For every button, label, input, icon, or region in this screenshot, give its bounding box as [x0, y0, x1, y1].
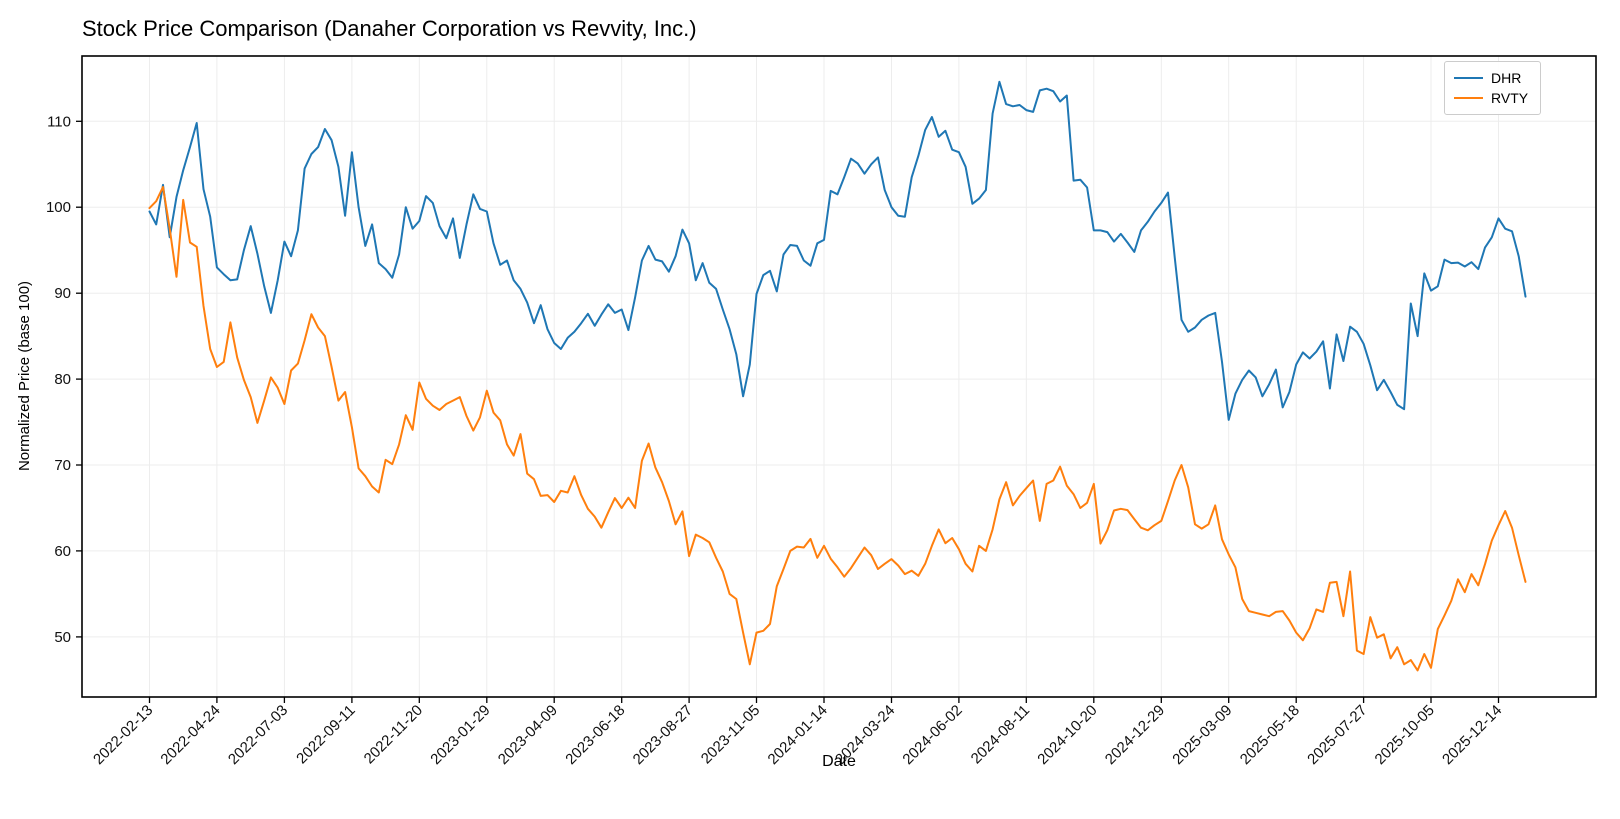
legend-label-dhr: DHR — [1491, 70, 1522, 86]
y-tick-label: 50 — [54, 629, 71, 646]
chart-title: Stock Price Comparison (Danaher Corporat… — [82, 16, 697, 41]
dhr-series-line — [148, 80, 1527, 421]
y-axis-label: Normalized Price (base 100) — [16, 280, 33, 472]
rvty-series-line — [148, 186, 1527, 672]
legend: DHR RVTY — [1444, 61, 1541, 115]
y-tick-label: 70 — [54, 457, 71, 474]
axes-spines — [81, 55, 1597, 698]
legend-item-rvty: RVTY — [1454, 88, 1532, 108]
legend-item-dhr: DHR — [1454, 68, 1532, 88]
legend-label-rvty: RVTY — [1491, 90, 1529, 106]
x-axis-label: Date — [822, 753, 856, 770]
y-tick-label: 110 — [47, 113, 71, 130]
y-tick-label: 60 — [54, 543, 71, 560]
dhr-line-swatch — [1454, 77, 1483, 79]
y-tick-label: 100 — [46, 199, 71, 216]
y-tick-label: 90 — [54, 285, 71, 302]
y-tick-label: 80 — [54, 371, 71, 388]
rvty-line-swatch — [1454, 97, 1483, 99]
